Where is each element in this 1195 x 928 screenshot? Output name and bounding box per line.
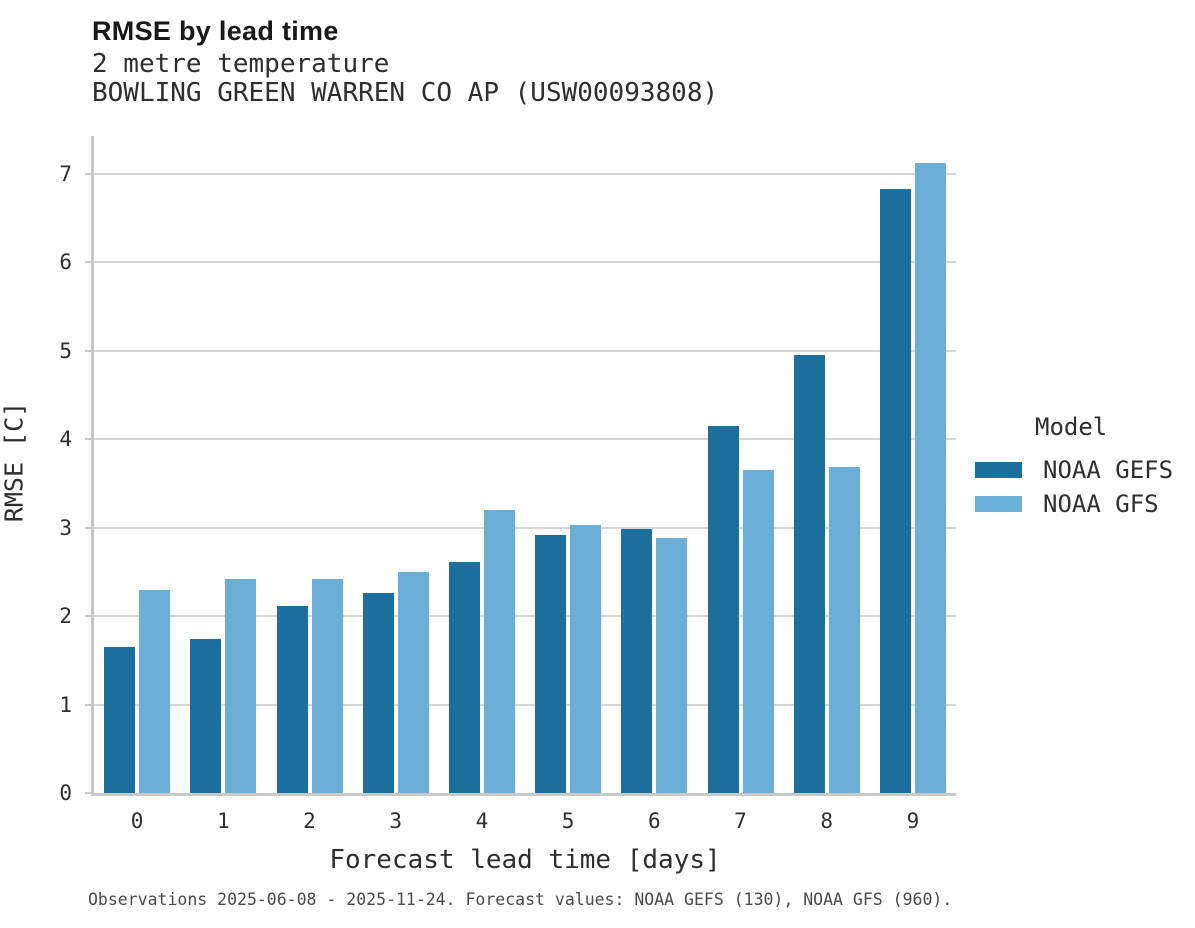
bar-noaa-gfs-3 bbox=[397, 571, 429, 793]
x-tick-label-6: 6 bbox=[647, 809, 661, 833]
y-tick-label-7: 7 bbox=[59, 162, 72, 187]
y-tick-mark-0 bbox=[85, 792, 91, 794]
chart-subtitle-station: BOWLING GREEN WARREN CO AP (USW00093808) bbox=[92, 78, 719, 108]
y-tick-label-1: 1 bbox=[59, 692, 72, 717]
y-tick-mark-4 bbox=[85, 438, 91, 441]
gridline-y5 bbox=[94, 349, 956, 352]
x-tick-label-3: 3 bbox=[389, 809, 403, 833]
y-tick-label-6: 6 bbox=[59, 250, 72, 275]
y-tick-label-5: 5 bbox=[59, 338, 72, 363]
gridline-y3 bbox=[94, 526, 956, 529]
bar-noaa-gfs-1 bbox=[225, 579, 257, 793]
bar-noaa-gefs-3 bbox=[362, 593, 394, 793]
bar-noaa-gefs-1 bbox=[190, 639, 222, 793]
x-tick-label-8: 8 bbox=[820, 809, 834, 833]
x-tick-label-7: 7 bbox=[734, 809, 747, 833]
legend-items: NOAA GEFS NOAA GFS bbox=[975, 453, 1190, 521]
bar-noaa-gfs-4 bbox=[483, 510, 515, 793]
legend-item-noaa-gfs: NOAA GFS bbox=[975, 487, 1190, 521]
bar-noaa-gfs-2 bbox=[311, 579, 343, 793]
y-tick-mark-6 bbox=[85, 261, 91, 264]
legend-swatch-noaa-gefs bbox=[975, 462, 1022, 478]
bar-noaa-gfs-8 bbox=[828, 466, 860, 793]
legend-item-noaa-gefs: NOAA GEFS bbox=[975, 453, 1190, 487]
x-tick-label-5: 5 bbox=[561, 809, 575, 833]
chart-subtitle-variable: 2 metre temperature bbox=[92, 49, 390, 79]
bar-noaa-gfs-0 bbox=[139, 589, 171, 793]
y-tick-label-4: 4 bbox=[59, 427, 72, 452]
bar-noaa-gefs-4 bbox=[448, 562, 480, 793]
bar-noaa-gefs-2 bbox=[276, 606, 308, 793]
legend-label: NOAA GEFS bbox=[1043, 456, 1174, 484]
legend: Model NOAA GEFS NOAA GFS bbox=[975, 413, 1190, 521]
caption: Observations 2025-06-08 - 2025-11-24. Fo… bbox=[88, 890, 953, 909]
plot-area bbox=[91, 136, 956, 796]
x-tick-label-1: 1 bbox=[216, 809, 230, 833]
gridline-y7 bbox=[94, 173, 956, 176]
y-tick-mark-2 bbox=[85, 615, 91, 618]
bar-noaa-gefs-9 bbox=[879, 189, 911, 793]
gridline-y2 bbox=[94, 615, 956, 618]
x-tick-label-9: 9 bbox=[906, 809, 920, 833]
bar-noaa-gefs-0 bbox=[104, 647, 136, 793]
bar-noaa-gfs-6 bbox=[656, 538, 688, 793]
legend-label: NOAA GFS bbox=[1043, 490, 1159, 518]
bar-noaa-gfs-5 bbox=[570, 525, 602, 793]
bar-noaa-gfs-7 bbox=[742, 470, 774, 793]
bar-noaa-gefs-7 bbox=[707, 426, 739, 793]
y-axis-label: RMSE [C] bbox=[0, 401, 29, 523]
y-tick-mark-7 bbox=[85, 173, 91, 176]
legend-title: Model bbox=[1035, 413, 1108, 441]
legend-swatch-noaa-gfs bbox=[975, 496, 1022, 512]
gridline-y6 bbox=[94, 261, 956, 264]
x-tick-label-2: 2 bbox=[303, 809, 316, 833]
x-axis-label: Forecast lead time [days] bbox=[329, 845, 721, 875]
y-tick-mark-1 bbox=[85, 703, 91, 706]
x-tick-label-0: 0 bbox=[130, 809, 144, 833]
gridline-y4 bbox=[94, 438, 956, 441]
bar-noaa-gfs-9 bbox=[914, 163, 946, 793]
chart-title: RMSE by lead time bbox=[92, 16, 339, 46]
y-tick-mark-5 bbox=[85, 349, 91, 352]
x-tick-label-4: 4 bbox=[475, 809, 489, 833]
bar-noaa-gefs-6 bbox=[621, 528, 653, 793]
bar-noaa-gefs-5 bbox=[535, 534, 567, 793]
gridline-y1 bbox=[94, 703, 956, 706]
y-tick-label-2: 2 bbox=[59, 604, 72, 629]
y-tick-label-3: 3 bbox=[59, 515, 72, 540]
y-tick-label-0: 0 bbox=[59, 781, 72, 805]
bar-noaa-gefs-8 bbox=[793, 355, 825, 793]
y-tick-mark-3 bbox=[85, 526, 91, 529]
